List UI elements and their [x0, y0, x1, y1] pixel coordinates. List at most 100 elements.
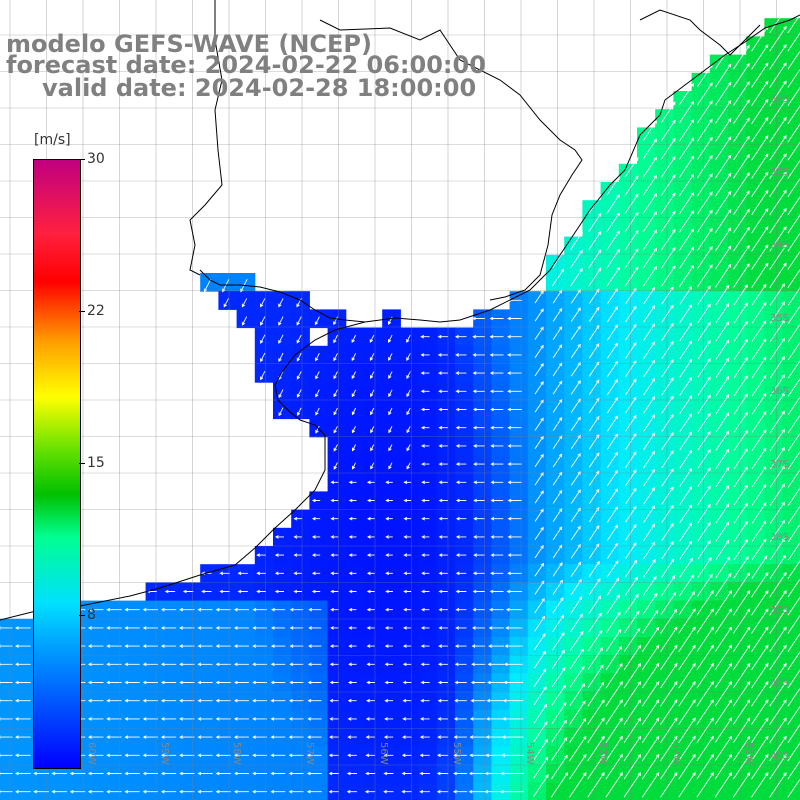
wind-arrow	[623, 681, 642, 707]
wind-arrow	[661, 432, 674, 451]
wind-arrow	[696, 191, 713, 215]
wind-arrow	[385, 498, 393, 503]
wind-arrow	[679, 540, 693, 560]
wind-arrow	[197, 662, 213, 667]
wind-arrow	[715, 284, 730, 305]
wind-arrow	[751, 681, 769, 707]
wind-arrow	[715, 375, 730, 396]
wind-arrow	[270, 717, 286, 721]
wind-arrow	[660, 735, 678, 762]
wind-arrow	[697, 412, 711, 433]
wind-arrow	[715, 227, 732, 252]
wind-arrow	[787, 123, 800, 143]
wind-arrow	[468, 771, 486, 776]
wind-arrow	[333, 389, 338, 398]
wind-arrow	[124, 644, 140, 648]
wind-arrow	[366, 553, 375, 557]
wind-arrow	[296, 371, 302, 380]
wind-arrow	[697, 303, 711, 323]
wind-arrow	[732, 662, 751, 689]
wind-arrow	[419, 735, 430, 739]
wind-arrow	[606, 248, 620, 269]
wind-arrow	[315, 425, 320, 434]
wind-arrow	[215, 698, 231, 703]
wind-arrow	[348, 662, 357, 667]
wind-arrow	[661, 322, 674, 341]
wind-arrow	[160, 735, 177, 739]
wind-arrow	[330, 589, 339, 594]
wind-arrow	[383, 771, 394, 776]
wind-arrow	[348, 644, 357, 648]
wind-arrow	[678, 264, 695, 288]
wind-arrow	[383, 735, 394, 739]
wind-arrow	[160, 753, 177, 758]
colorbar-tickmark	[79, 463, 85, 464]
wind-arrow	[289, 698, 304, 703]
wind-arrow	[678, 137, 695, 160]
wind-arrow	[403, 589, 412, 594]
wind-arrow	[438, 516, 448, 521]
wind-arrow	[678, 681, 696, 707]
wind-arrow	[732, 717, 751, 743]
wind-arrow	[751, 644, 769, 671]
wind-arrow	[607, 451, 618, 468]
wind-arrow	[787, 632, 800, 652]
wind-arrow	[660, 174, 676, 197]
wind-arrow	[715, 209, 732, 234]
wind-arrow	[124, 771, 140, 776]
wind-arrow	[733, 81, 750, 106]
wind-arrow	[293, 589, 303, 594]
wind-arrow	[87, 771, 104, 776]
wind-arrow	[769, 753, 787, 780]
wind-arrow	[215, 607, 231, 612]
colorbar-tickmark	[79, 159, 85, 160]
wind-arrow	[697, 485, 711, 505]
wind-arrow	[333, 316, 339, 326]
wind-arrow	[733, 357, 748, 378]
wind-arrow	[696, 118, 713, 142]
wind-arrow	[679, 376, 693, 396]
wind-arrow	[311, 516, 321, 521]
wind-arrow	[490, 498, 504, 503]
wind-arrow	[678, 119, 695, 142]
wind-arrow	[534, 597, 545, 614]
wind-arrow	[333, 371, 338, 380]
wind-arrow	[588, 612, 602, 633]
wind-arrow	[587, 772, 605, 798]
wind-arrow	[661, 286, 674, 305]
lat-label: 41S	[770, 751, 790, 762]
wind-arrow	[642, 193, 657, 215]
forecast-date: forecast date: 2024-02-22 06:00:00	[6, 51, 486, 79]
wind-arrow	[270, 753, 286, 758]
lon-label: 58W	[231, 742, 242, 765]
wind-arrow	[660, 644, 678, 671]
wind-arrow	[570, 452, 581, 468]
wind-arrow	[142, 626, 158, 630]
wind-arrow	[288, 735, 304, 739]
wind-arrow	[623, 644, 642, 671]
wind-arrow	[455, 371, 467, 375]
wind-arrow	[696, 100, 713, 124]
wind-arrow	[696, 264, 713, 288]
wind-arrow	[436, 789, 449, 794]
wind-arrow	[252, 644, 268, 648]
wind-arrow	[365, 771, 376, 776]
wind-arrow	[488, 626, 504, 630]
wind-arrow	[314, 316, 320, 326]
colorbar-tick-label: 30	[87, 151, 105, 167]
wind-arrow	[490, 553, 504, 557]
wind-arrow	[606, 212, 620, 233]
wind-arrow	[348, 516, 357, 521]
wind-arrow	[367, 498, 375, 503]
wind-arrow	[288, 717, 304, 721]
wind-arrow	[660, 662, 678, 689]
wind-arrow	[606, 266, 620, 287]
wind-arrow	[661, 558, 675, 578]
wind-arrow	[252, 753, 268, 758]
wind-arrow	[306, 771, 322, 776]
wind-arrow	[370, 407, 375, 416]
wind-arrow	[714, 699, 733, 725]
wind-arrow	[660, 591, 677, 616]
wind-arrow	[260, 352, 266, 363]
wind-arrow	[660, 156, 676, 178]
